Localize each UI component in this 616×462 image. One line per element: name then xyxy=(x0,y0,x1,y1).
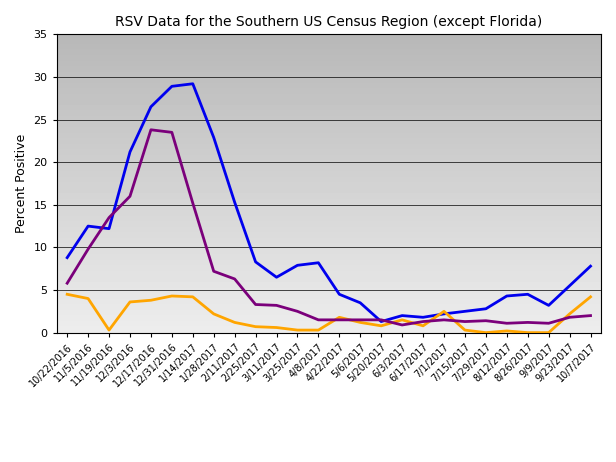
Virus Isolation xyxy=(503,328,511,334)
Virus Isolation xyxy=(357,320,364,325)
Virus Isolation xyxy=(105,327,113,333)
PCR xyxy=(210,268,217,274)
Antigen Detection xyxy=(84,223,92,229)
PCR xyxy=(399,322,406,328)
Virus Isolation xyxy=(273,325,280,330)
PCR xyxy=(84,246,92,252)
PCR xyxy=(566,315,573,320)
PCR xyxy=(63,280,71,286)
PCR xyxy=(147,127,155,133)
Virus Isolation xyxy=(294,327,301,333)
Antigen Detection xyxy=(440,311,448,316)
Line: PCR: PCR xyxy=(67,130,591,325)
Title: RSV Data for the Southern US Census Region (except Florida): RSV Data for the Southern US Census Regi… xyxy=(115,15,543,29)
Antigen Detection xyxy=(273,274,280,280)
PCR xyxy=(252,302,259,307)
Antigen Detection xyxy=(461,309,469,314)
Virus Isolation xyxy=(210,311,217,316)
Antigen Detection xyxy=(357,300,364,305)
Virus Isolation xyxy=(63,292,71,297)
Virus Isolation xyxy=(168,293,176,299)
PCR xyxy=(545,321,553,326)
PCR xyxy=(168,129,176,135)
Antigen Detection xyxy=(231,200,238,205)
Line: Virus Isolation: Virus Isolation xyxy=(67,294,591,333)
PCR xyxy=(482,318,490,323)
PCR xyxy=(273,303,280,308)
Virus Isolation xyxy=(545,330,553,335)
Antigen Detection xyxy=(126,149,134,155)
Y-axis label: Percent Positive: Percent Positive xyxy=(15,134,28,233)
Virus Isolation xyxy=(378,323,385,328)
Virus Isolation xyxy=(84,296,92,301)
Antigen Detection xyxy=(378,319,385,324)
PCR xyxy=(357,317,364,322)
Antigen Detection xyxy=(524,292,532,297)
Antigen Detection xyxy=(482,306,490,311)
PCR xyxy=(315,317,322,322)
Antigen Detection xyxy=(315,260,322,266)
PCR xyxy=(378,317,385,322)
Antigen Detection xyxy=(210,135,217,140)
Virus Isolation xyxy=(336,315,343,320)
PCR xyxy=(294,309,301,314)
PCR xyxy=(587,313,594,318)
Virus Isolation xyxy=(126,299,134,305)
Virus Isolation xyxy=(315,327,322,333)
Antigen Detection xyxy=(545,303,553,308)
Antigen Detection xyxy=(147,104,155,109)
Antigen Detection xyxy=(419,315,427,320)
PCR xyxy=(440,317,448,322)
Antigen Detection xyxy=(587,263,594,269)
Virus Isolation xyxy=(419,323,427,328)
Virus Isolation xyxy=(231,320,238,325)
Virus Isolation xyxy=(399,317,406,322)
Antigen Detection xyxy=(63,255,71,261)
Virus Isolation xyxy=(482,330,490,335)
Antigen Detection xyxy=(336,292,343,297)
Virus Isolation xyxy=(440,309,448,314)
Virus Isolation xyxy=(461,327,469,333)
Antigen Detection xyxy=(294,262,301,268)
Virus Isolation xyxy=(147,298,155,303)
PCR xyxy=(461,319,469,324)
PCR xyxy=(189,201,197,206)
Virus Isolation xyxy=(252,324,259,329)
Antigen Detection xyxy=(399,313,406,318)
PCR xyxy=(524,320,532,325)
Antigen Detection xyxy=(566,283,573,289)
Virus Isolation xyxy=(587,294,594,300)
Virus Isolation xyxy=(566,311,573,316)
Virus Isolation xyxy=(524,330,532,335)
PCR xyxy=(231,276,238,282)
Virus Isolation xyxy=(189,294,197,300)
PCR xyxy=(503,321,511,326)
Antigen Detection xyxy=(503,293,511,299)
PCR xyxy=(419,319,427,324)
Antigen Detection xyxy=(189,81,197,86)
PCR xyxy=(126,194,134,199)
PCR xyxy=(336,317,343,322)
Line: Antigen Detection: Antigen Detection xyxy=(67,84,591,322)
PCR xyxy=(105,215,113,220)
Antigen Detection xyxy=(252,259,259,265)
Antigen Detection xyxy=(168,84,176,89)
Antigen Detection xyxy=(105,226,113,231)
